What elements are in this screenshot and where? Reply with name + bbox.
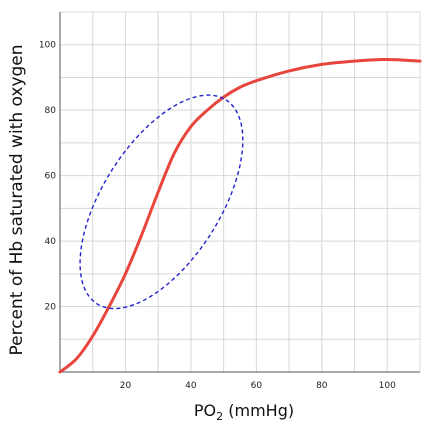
x-axis-label: PO2 (mmHg): [194, 401, 294, 423]
y-axis-label: Percent of Hb saturated with oxygen: [7, 44, 27, 355]
y-tick-label-40: 40: [45, 237, 57, 247]
tick-labels: 20 40 60 80 100 20 40 60 80 100: [39, 41, 396, 391]
y-tick-label-60: 60: [45, 172, 57, 182]
x-tick-label-40: 40: [185, 381, 197, 391]
x-tick-label-60: 60: [251, 381, 263, 391]
x-axis-label-rest: (mmHg): [223, 401, 294, 420]
axes: [59, 12, 420, 373]
annotations: [79, 94, 244, 310]
x-axis-label-main: PO: [194, 401, 216, 420]
x-tick-label-100: 100: [379, 381, 396, 391]
saturation-curve-0: [58, 57, 422, 374]
series: [58, 57, 422, 374]
dashed-ellipse-annotation-0: [79, 94, 244, 310]
x-tick-label-20: 20: [120, 381, 132, 391]
grid-lines: [60, 11, 421, 372]
y-tick-label-80: 80: [45, 106, 57, 116]
y-tick-label-20: 20: [45, 303, 57, 313]
x-tick-label-80: 80: [316, 381, 328, 391]
y-tick-label-100: 100: [39, 41, 56, 51]
x-axis-label-subscript: 2: [216, 410, 223, 423]
